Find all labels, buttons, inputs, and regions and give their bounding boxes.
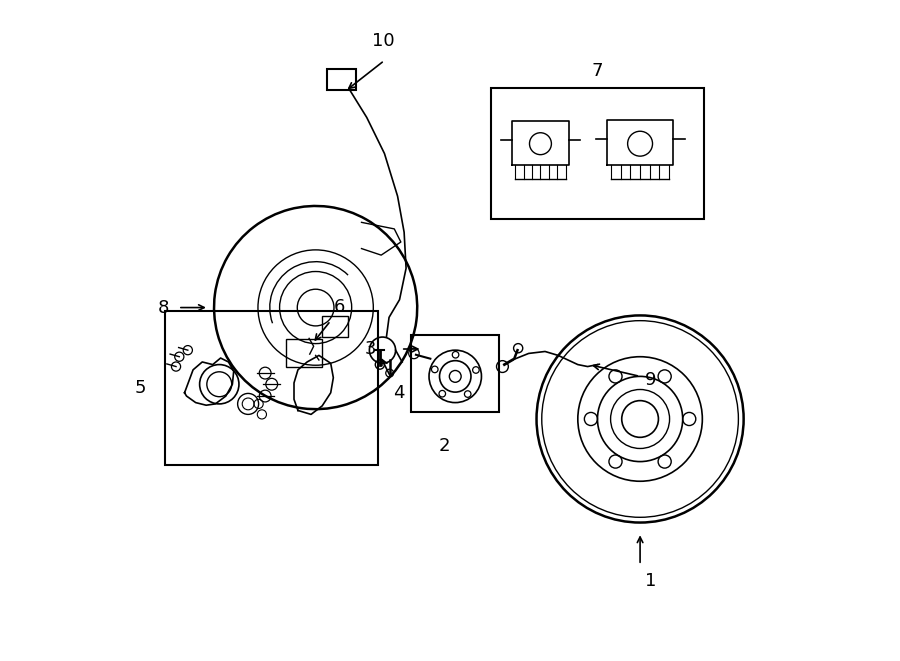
- Text: 3: 3: [365, 340, 376, 358]
- Text: 1: 1: [645, 572, 657, 590]
- Text: 6: 6: [333, 298, 345, 316]
- Bar: [286, 339, 322, 367]
- Text: 8: 8: [158, 299, 169, 317]
- Bar: [165, 311, 378, 465]
- Text: 7: 7: [591, 62, 603, 80]
- Text: 4: 4: [393, 384, 404, 403]
- Bar: [410, 335, 500, 412]
- Bar: [328, 69, 356, 90]
- Bar: [491, 88, 704, 219]
- Text: 2: 2: [438, 438, 450, 455]
- Text: 9: 9: [645, 371, 657, 389]
- Bar: [322, 316, 348, 337]
- Text: 10: 10: [372, 32, 394, 50]
- Text: 5: 5: [135, 379, 147, 397]
